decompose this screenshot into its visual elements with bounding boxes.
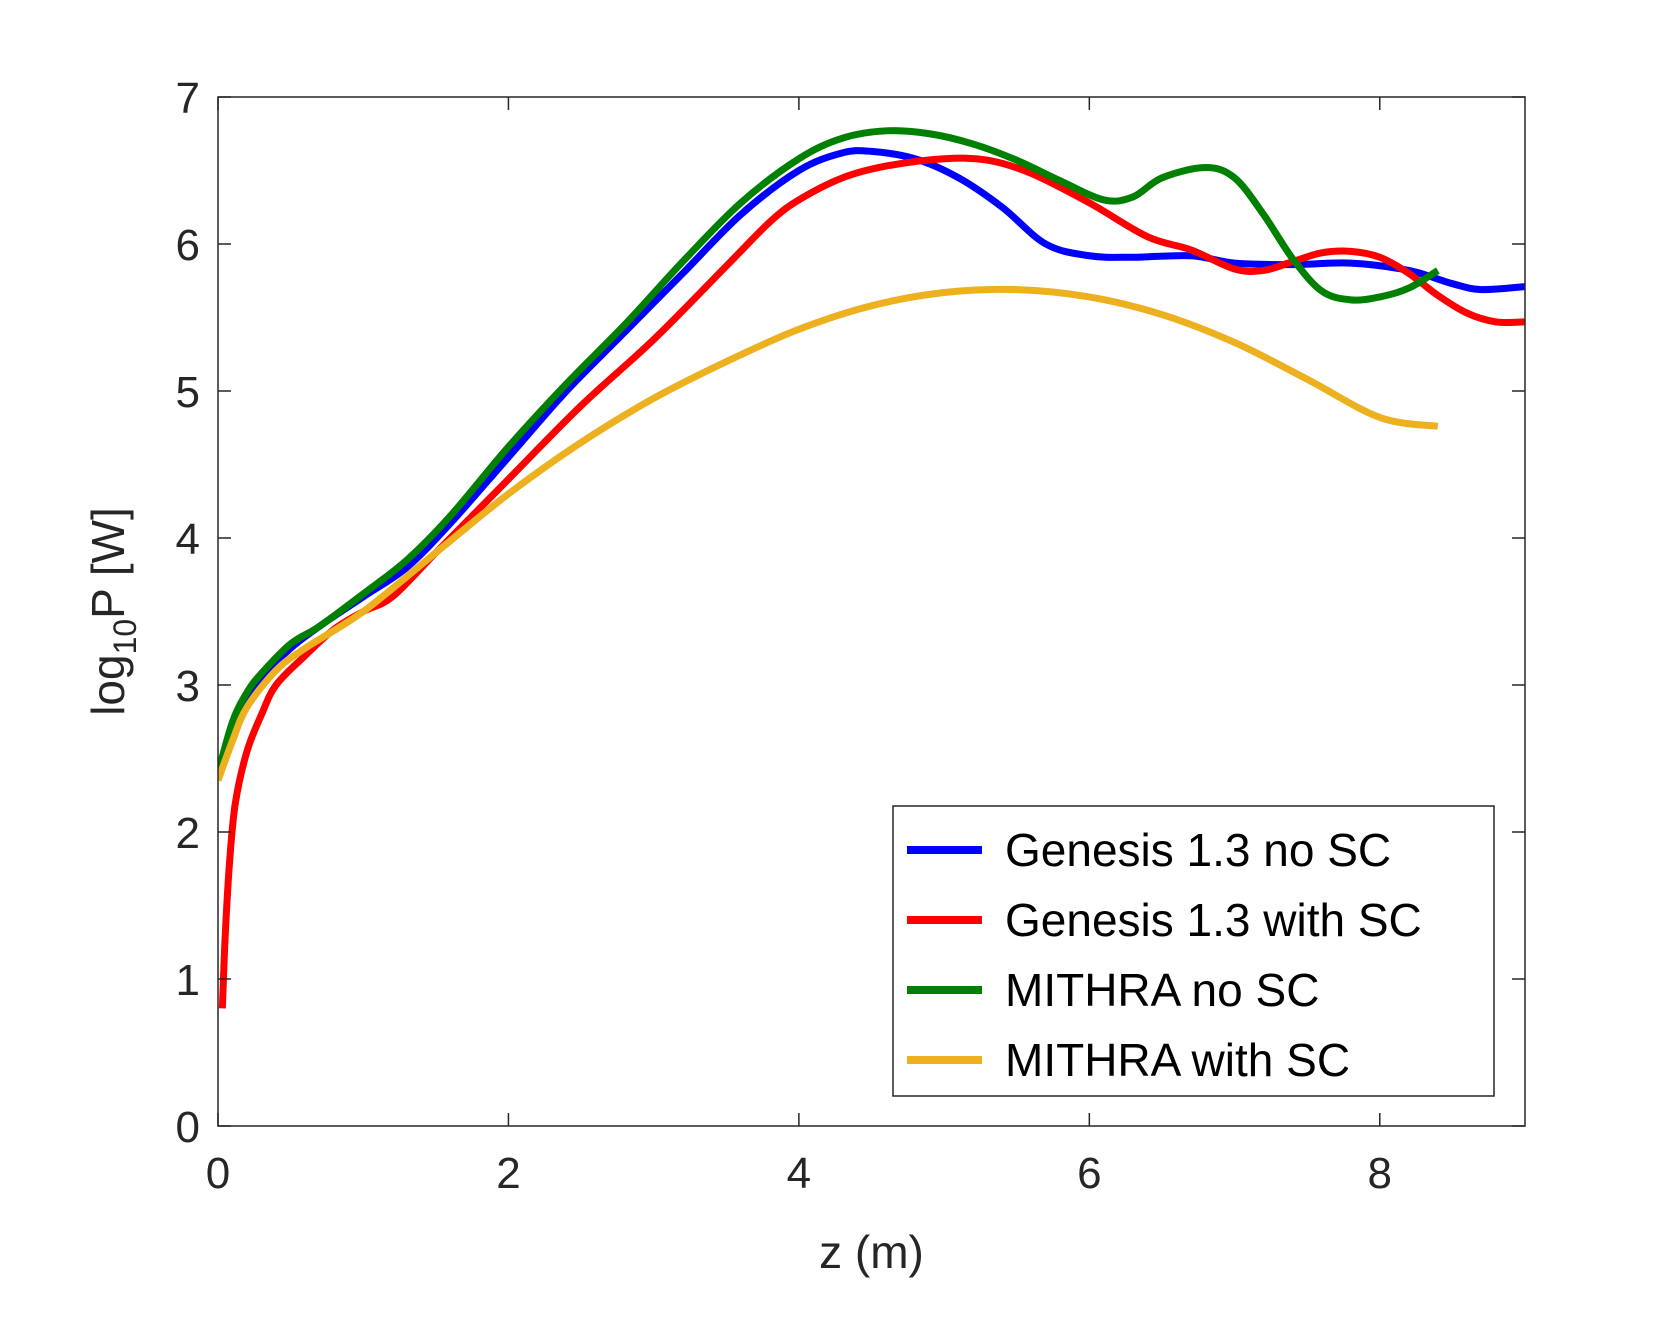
series-lines bbox=[218, 127, 1525, 1009]
plot-area bbox=[218, 127, 1525, 1009]
legend: Genesis 1.3 no SC Genesis 1.3 with SC MITH… bbox=[892, 805, 1495, 1097]
axes: 0 2 4 6 8 0 1 2 3 4 5 6 7 z (m) log10P [W] bbox=[82, 74, 1526, 1278]
y-tick-label: 6 bbox=[176, 221, 200, 270]
series-line-3 bbox=[218, 127, 1440, 775]
axes-box bbox=[217, 96, 1526, 1127]
y-tick-label: 3 bbox=[176, 662, 200, 711]
x-tick-label: 8 bbox=[1368, 1149, 1392, 1198]
legend-label-2: Genesis 1.3 with SC bbox=[1005, 894, 1422, 946]
y-tick-label: 0 bbox=[176, 1103, 200, 1152]
y-tick-label: 2 bbox=[176, 809, 200, 858]
y-axis-label: log10P [W] bbox=[82, 507, 143, 716]
legend-label-3: MITHRA no SC bbox=[1005, 964, 1319, 1016]
legend-label-4: MITHRA with SC bbox=[1005, 1034, 1350, 1086]
x-axis-label: z (m) bbox=[819, 1226, 924, 1278]
x-tick-label: 2 bbox=[496, 1149, 520, 1198]
series-line-1 bbox=[218, 147, 1525, 775]
legend-label-1: Genesis 1.3 no SC bbox=[1005, 824, 1391, 876]
legend-box bbox=[892, 805, 1495, 1097]
x-tick-label: 4 bbox=[787, 1149, 811, 1198]
x-tick-label: 0 bbox=[206, 1149, 230, 1198]
y-tick-label: 4 bbox=[176, 515, 200, 564]
series-line-2 bbox=[218, 154, 1525, 1009]
y-tick-label: 7 bbox=[176, 74, 200, 123]
y-tick-label: 5 bbox=[176, 368, 200, 417]
series-line-4 bbox=[218, 285, 1439, 782]
y-tick-label: 1 bbox=[176, 956, 200, 1005]
x-tick-label: 6 bbox=[1077, 1149, 1101, 1198]
